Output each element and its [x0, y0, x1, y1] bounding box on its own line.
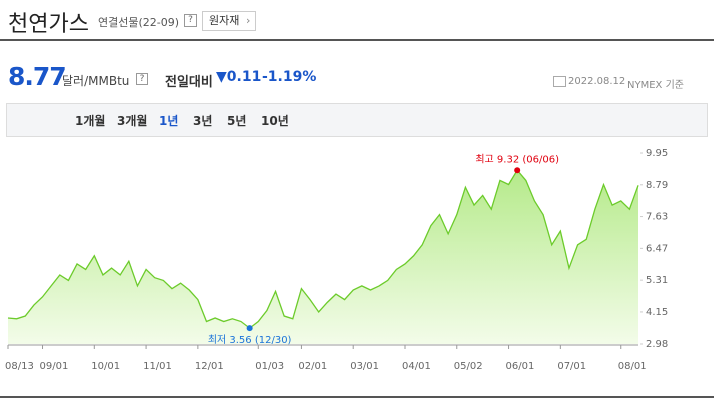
button-label: 원자재 [209, 14, 240, 27]
x-tick-label: 03/01 [350, 361, 379, 372]
category-button[interactable]: 원자재 › [202, 11, 257, 31]
x-tick-label: 02/01 [298, 361, 327, 372]
source: NYMEX 기준 [627, 80, 684, 91]
high-marker [514, 167, 521, 174]
low-label: 최저 3.56 (12/30) [208, 334, 292, 346]
x-tick-label: 07/01 [557, 361, 586, 372]
tab[interactable]: 3개월 [117, 114, 148, 128]
down-icon: ▼ [216, 69, 227, 85]
tab-bar: 1개월 3개월 1년 3년 5년 10년 [6, 103, 708, 137]
calendar-icon [553, 76, 566, 87]
x-tick-label: 08/01 [618, 361, 647, 372]
y-tick-label: 9.95 [646, 148, 668, 159]
y-tick-label: 7.63 [646, 212, 668, 223]
help-icon[interactable]: ? [184, 14, 197, 27]
y-tick-label: 6.47 [646, 243, 668, 254]
tab[interactable]: 3년 [193, 114, 213, 128]
tab[interactable]: 5년 [227, 114, 247, 128]
area [8, 170, 638, 344]
y-tick-label: 8.79 [646, 180, 668, 191]
divider [0, 39, 714, 41]
tab[interactable]: 1개월 [75, 114, 106, 128]
x-tick-label: 01/03 [255, 361, 284, 372]
x-tick-label: 10/01 [91, 361, 120, 372]
x-tick-label: 06/01 [506, 361, 535, 372]
x-tick-label: 04/01 [402, 361, 431, 372]
subtitle: 연결선물(22-09) [98, 16, 180, 29]
x-tick-label: 11/01 [143, 361, 172, 372]
chart: 9.95 8.79 7.63 6.47 5.31 4.15 2.98 08/13 09/01 10… [0, 148, 714, 398]
line [7, 169, 639, 329]
x-tick-label: 05/02 [454, 361, 483, 372]
y-tick-label: 5.31 [646, 275, 668, 286]
high-label: 최고 9.32 (06/06) [475, 153, 559, 165]
price: 8.77 [8, 62, 67, 91]
date: 2022.08.12 [568, 76, 626, 87]
x-tick-label: 08/13 [5, 361, 34, 372]
help-icon[interactable]: ? [136, 73, 148, 85]
title: 천연가스 [8, 12, 89, 37]
change-value: 0.11 [226, 69, 262, 85]
change-label: 전일대비 [165, 75, 213, 90]
change-rate: -1.19% [262, 69, 317, 85]
tab[interactable]: 10년 [261, 114, 289, 128]
y-tick-label: 4.15 [646, 307, 668, 318]
x-tick-label: 12/01 [195, 361, 224, 372]
change: ▼0.11 [216, 69, 261, 85]
y-tick-label: 2.98 [646, 339, 668, 350]
low-marker [246, 325, 253, 332]
arrow-icon: › [245, 14, 251, 27]
x-tick-label: 09/01 [40, 361, 69, 372]
tab[interactable]: 1년 [159, 114, 179, 128]
unit: 달러/MMBtu [62, 74, 130, 88]
